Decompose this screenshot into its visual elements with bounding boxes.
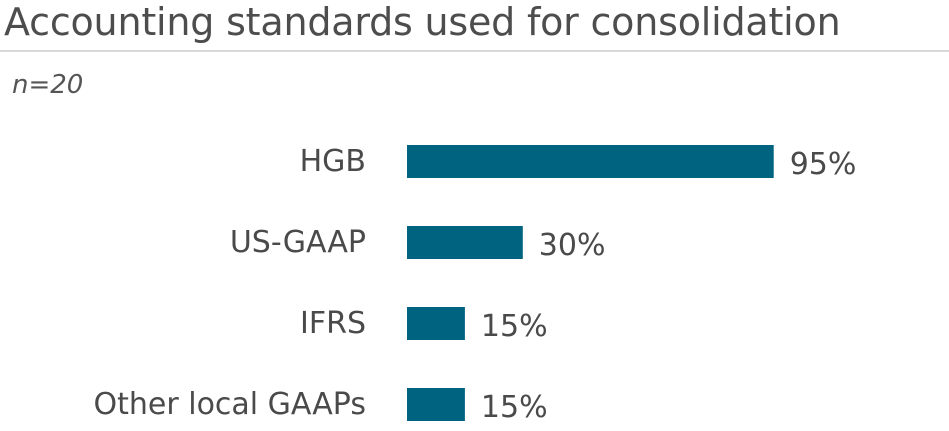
bar [407,307,465,340]
title-divider [0,50,949,52]
category-label: IFRS [300,306,366,341]
value-label: 15% [481,309,548,344]
sample-size-note: n=20 [12,70,84,100]
bar [407,226,523,259]
value-label: 15% [481,390,548,425]
category-label: US-GAAP [230,225,366,260]
value-label: 30% [539,228,606,263]
bar [407,388,465,421]
bar [407,145,774,178]
value-label: 95% [790,147,857,182]
category-label: Other local GAAPs [94,387,366,422]
chart-title: Accounting standards used for consolidat… [4,0,841,44]
category-label: HGB [300,144,366,179]
